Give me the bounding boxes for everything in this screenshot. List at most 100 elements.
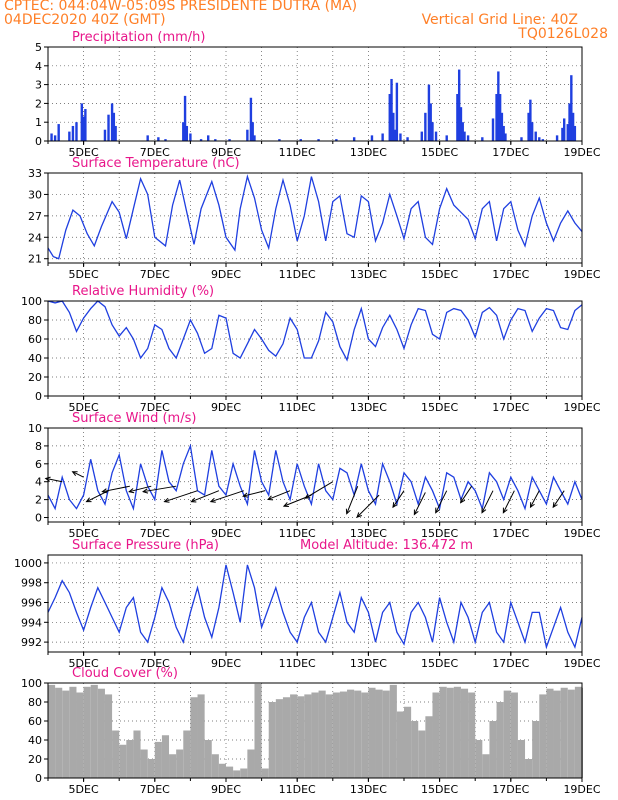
series-line bbox=[47, 443, 583, 512]
x-tick-label: 11DEC bbox=[279, 657, 316, 670]
wind-vector bbox=[356, 494, 380, 518]
cloud-bar bbox=[147, 759, 155, 778]
precip-bar bbox=[571, 112, 575, 141]
precip-bar bbox=[146, 135, 149, 141]
cloud-bar bbox=[282, 697, 291, 778]
cloud-bar bbox=[517, 740, 526, 778]
precip-bar bbox=[504, 133, 507, 141]
wind-vector bbox=[481, 490, 494, 513]
precip-bar bbox=[481, 137, 484, 141]
precip-bar bbox=[71, 125, 75, 141]
wind-vector-head bbox=[552, 502, 558, 509]
y-tick-label: 24 bbox=[28, 231, 42, 244]
y-tick-label: 80 bbox=[28, 314, 42, 327]
precip-bar bbox=[534, 131, 537, 141]
x-tick-label: 9DEC bbox=[211, 268, 241, 281]
cloud-bar bbox=[112, 730, 120, 778]
y-tick-label: 40 bbox=[28, 352, 42, 365]
y-tick-label: 60 bbox=[28, 715, 42, 728]
cloud-bar bbox=[532, 721, 540, 778]
cloud-bar bbox=[311, 692, 319, 778]
wind-vector bbox=[72, 471, 84, 478]
precip-bar bbox=[538, 137, 541, 141]
precip-bar bbox=[110, 103, 114, 141]
x-tick-label: 9DEC bbox=[211, 527, 241, 540]
wind-vector-head bbox=[345, 508, 351, 515]
y-tick-label: 100 bbox=[21, 295, 42, 308]
precip-bar bbox=[502, 125, 505, 141]
precip-bar bbox=[388, 94, 391, 141]
series-line bbox=[47, 174, 583, 260]
precip-bar bbox=[457, 69, 461, 141]
x-tick-label: 9DEC bbox=[211, 401, 241, 414]
cloud-bar bbox=[48, 684, 56, 778]
x-tick-label: 5DEC bbox=[69, 657, 99, 670]
precip-bar bbox=[185, 125, 189, 141]
precip-bar bbox=[459, 107, 463, 141]
cloud-bar bbox=[69, 686, 77, 778]
precip-bar bbox=[164, 139, 167, 141]
cloud-bar bbox=[332, 692, 340, 778]
precip-bar bbox=[80, 103, 84, 141]
y-tick-label: 21 bbox=[28, 253, 42, 266]
y-tick-label: 992 bbox=[21, 636, 42, 649]
precip-bar bbox=[520, 137, 523, 141]
precip-bar bbox=[207, 135, 210, 141]
x-tick-label: 15DEC bbox=[421, 527, 458, 540]
precip-bar bbox=[251, 122, 254, 141]
precip-bar bbox=[390, 78, 393, 141]
cloud-bar bbox=[83, 686, 91, 778]
precip-bar bbox=[573, 125, 577, 141]
cloud-bar bbox=[254, 683, 262, 778]
precip-bar bbox=[107, 114, 110, 141]
x-tick-label: 15DEC bbox=[421, 146, 458, 159]
y-tick-label: 0 bbox=[35, 512, 42, 525]
cloud-bar bbox=[290, 694, 298, 778]
cloud-bar bbox=[133, 730, 141, 778]
precip-bar bbox=[395, 82, 399, 141]
x-tick-label: 11DEC bbox=[279, 527, 316, 540]
y-tick-label: 4 bbox=[35, 476, 42, 489]
wind-vector bbox=[413, 492, 426, 515]
panel-title: Surface Pressure (hPa) bbox=[72, 538, 219, 553]
y-tick-label: 0 bbox=[35, 390, 42, 403]
cloud-bar bbox=[140, 749, 148, 778]
panel-title: Surface Temperature (nC) bbox=[72, 156, 240, 171]
precip-bar bbox=[498, 94, 502, 141]
cloud-bar bbox=[226, 766, 234, 778]
wind-vector-head bbox=[502, 507, 508, 514]
precip-bar bbox=[370, 135, 374, 141]
cloud-bar bbox=[169, 754, 177, 778]
precip-bar bbox=[352, 137, 356, 141]
x-tick-label: 19DEC bbox=[563, 268, 600, 281]
precip-bar bbox=[75, 122, 78, 141]
precip-bar bbox=[50, 133, 53, 141]
x-tick-label: 5DEC bbox=[69, 146, 99, 159]
cloud-bar bbox=[76, 692, 84, 778]
precip-bar bbox=[103, 129, 107, 141]
cloud-bar bbox=[318, 690, 326, 778]
wind-vector-head bbox=[304, 493, 311, 499]
cloud-bar bbox=[176, 749, 184, 778]
precip-bar bbox=[445, 135, 448, 141]
cloud-bar bbox=[368, 687, 376, 778]
precip-bar bbox=[463, 131, 466, 141]
x-tick-label: 19DEC bbox=[563, 146, 600, 159]
precip-bar bbox=[182, 122, 185, 141]
cloud-bar bbox=[233, 770, 241, 778]
y-tick-label: 1 bbox=[35, 116, 42, 129]
y-tick-label: 27 bbox=[28, 210, 42, 223]
precip-bar bbox=[456, 94, 459, 141]
panel-frame bbox=[47, 46, 583, 142]
wind-vector-head bbox=[529, 502, 535, 509]
precip-bar bbox=[566, 124, 569, 141]
x-tick-label: 15DEC bbox=[421, 657, 458, 670]
series-line bbox=[47, 300, 583, 362]
x-tick-label: 7DEC bbox=[140, 783, 170, 796]
cloud-bar bbox=[339, 691, 348, 778]
wind-vector bbox=[267, 490, 291, 500]
y-tick-label: 100 bbox=[21, 677, 42, 690]
cloud-bar bbox=[247, 749, 255, 778]
precip-bar bbox=[461, 122, 464, 141]
cloud-bar bbox=[475, 740, 483, 778]
